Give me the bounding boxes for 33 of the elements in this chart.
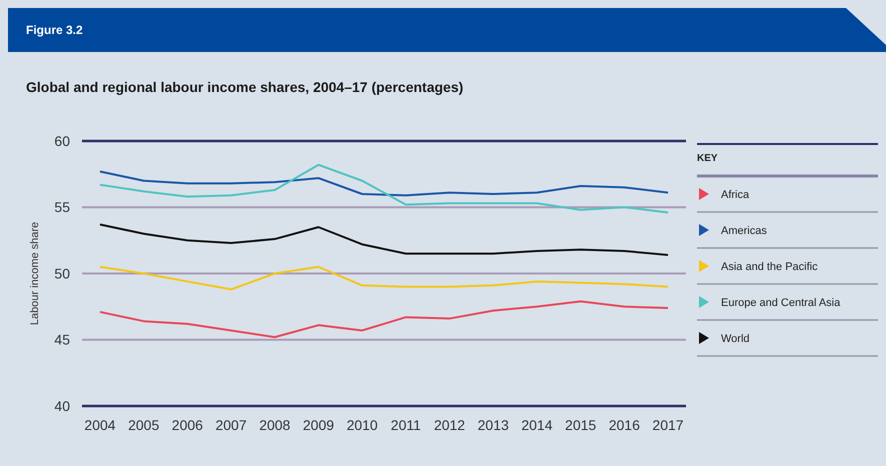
x-tick-label: 2013 [478, 417, 510, 433]
legend-label: Americas [721, 224, 768, 237]
x-tick-label: 2017 [652, 417, 684, 433]
legend-label: Europe and Central Asia [721, 296, 842, 309]
x-tick-label: 2009 [302, 417, 334, 433]
x-tick-label: 2016 [608, 417, 640, 433]
line-series [99, 223, 669, 256]
caption: Figure 3.2 [26, 23, 84, 37]
y-axis-title: Labour income share [29, 222, 41, 326]
legend-label: World [721, 332, 750, 345]
x-tick-label: 2015 [565, 417, 596, 433]
x-tick-label: 2006 [172, 417, 204, 433]
line-series [99, 164, 669, 214]
x-tick-label: 2014 [521, 417, 553, 433]
x-tick-label: 2012 [434, 417, 466, 433]
y-tick-label: 45 [54, 332, 70, 348]
legend-label: Asia and the Pacific [721, 260, 818, 273]
x-tick-label: 2011 [390, 417, 422, 433]
y-tick-label: 55 [54, 199, 70, 216]
y-tick-label: 40 [54, 398, 70, 414]
line-series [99, 266, 669, 290]
legend-title: KEY [697, 153, 718, 164]
legend-label: Africa [721, 188, 750, 201]
line-series [99, 300, 669, 338]
x-tick-label: 2004 [84, 417, 116, 433]
x-tick-label: 2008 [259, 417, 291, 433]
line-series [99, 170, 669, 196]
y-tick-label: 50 [54, 265, 70, 282]
x-tick-label: 2005 [128, 417, 160, 433]
x-tick-label: 2007 [216, 417, 247, 433]
x-tick-label: 2010 [346, 417, 378, 433]
y-tick-label: 60 [54, 132, 70, 149]
chart-title: Global and regional labour income shares, 2004–17 (percentages) [26, 79, 464, 95]
